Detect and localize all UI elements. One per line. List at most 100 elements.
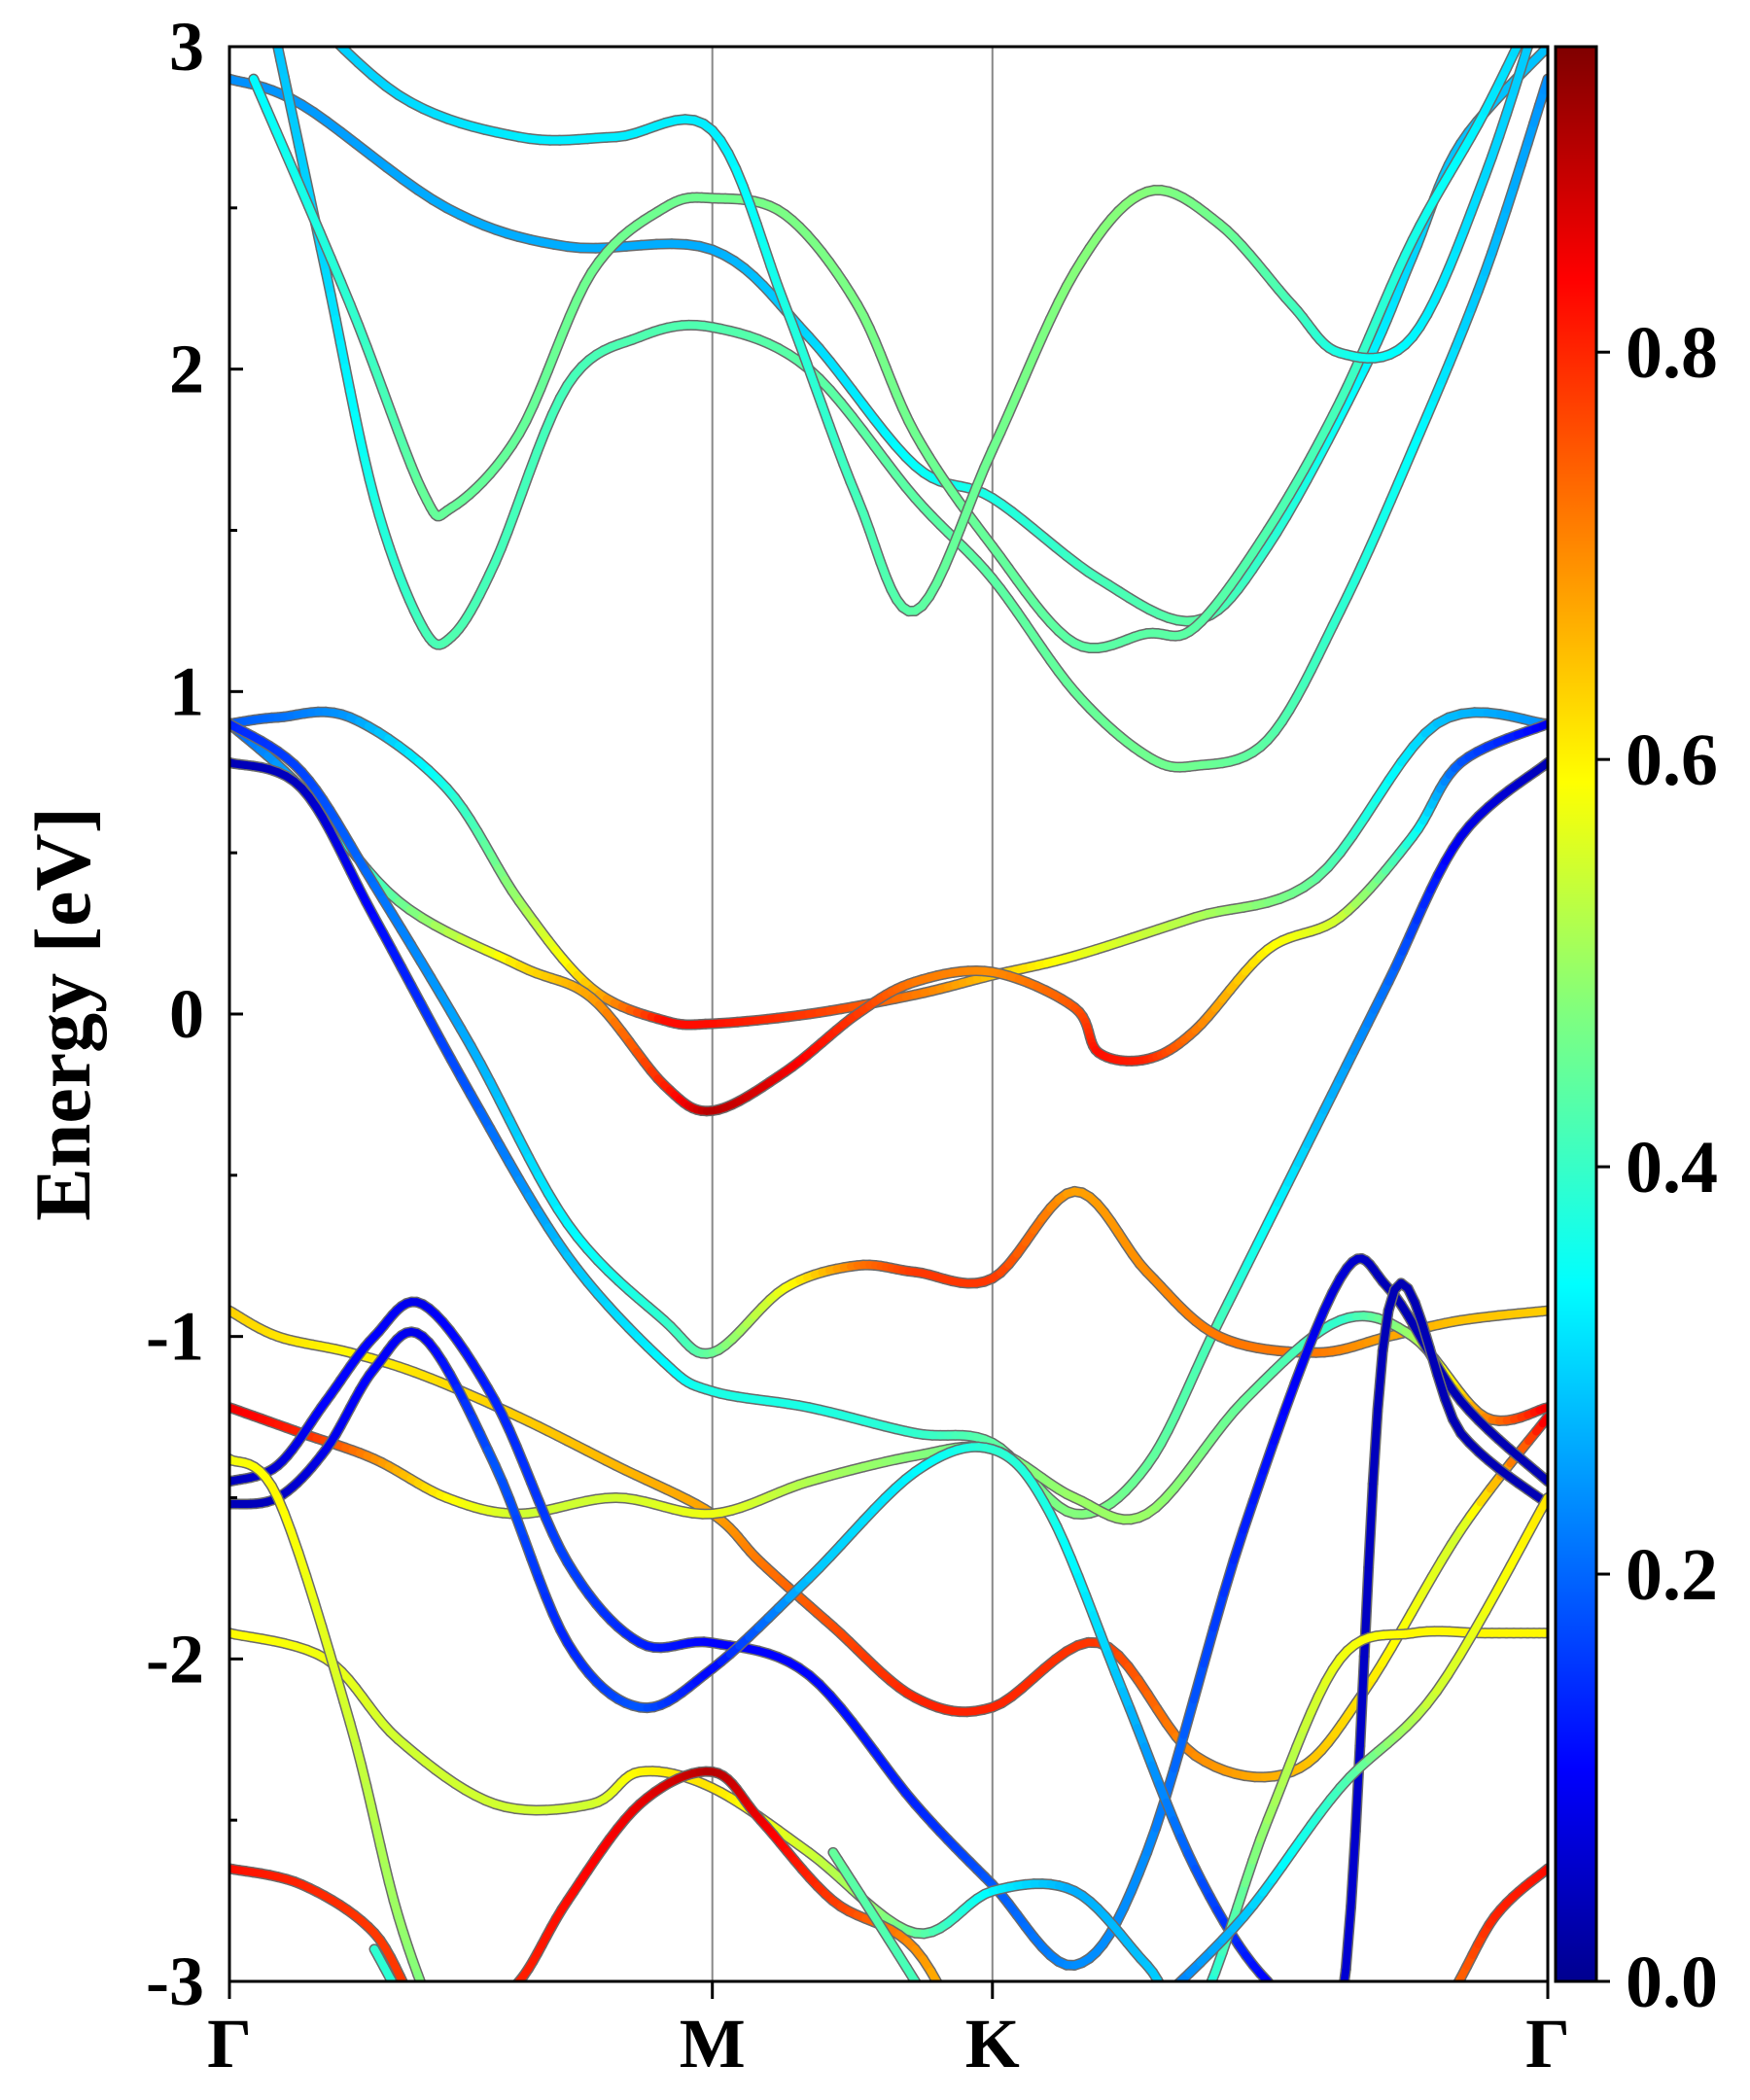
band-segment bbox=[1450, 1988, 1455, 1998]
band-segment-outline bbox=[1423, 2019, 1430, 2024]
band-segment bbox=[1437, 2007, 1444, 2013]
band-segment-outline bbox=[1394, 2034, 1402, 2036]
band-segment bbox=[1184, 2018, 1189, 2019]
band-segment bbox=[1495, 205, 1511, 236]
band-segment-outline bbox=[1263, 2088, 1270, 2092]
band-segment bbox=[954, 2014, 962, 2029]
band-segment bbox=[1170, 1731, 1188, 1773]
band-segment bbox=[1510, 47, 1522, 57]
band-segment-outline bbox=[438, 2023, 442, 2035]
band-segment bbox=[316, 228, 335, 262]
band-segment-outline bbox=[431, 2052, 438, 2066]
band-segment-outline bbox=[505, 1991, 509, 1995]
band-segment bbox=[1195, 2004, 1201, 2013]
band-segment-outline bbox=[1335, 2055, 1342, 2058]
band-v6 bbox=[229, 1311, 1548, 1525]
band-segment-outline bbox=[946, 2000, 954, 2014]
band-segment bbox=[1163, 1989, 1168, 1998]
band-segment-outline bbox=[1349, 2049, 1356, 2052]
band-segment-outline bbox=[490, 2003, 495, 2006]
band-segment-outline bbox=[457, 2069, 463, 2081]
band-segment-outline bbox=[463, 2081, 469, 2092]
band-segment-outline bbox=[1417, 2024, 1423, 2028]
band-segment bbox=[1433, 1370, 1450, 1403]
band-segment-outline bbox=[1443, 1998, 1449, 2007]
band-segment bbox=[1290, 1352, 1310, 1387]
band-segment-outline bbox=[447, 2020, 452, 2021]
band-segment-outline bbox=[451, 2018, 456, 2019]
band-segment bbox=[332, 315, 345, 347]
band-segment-outline bbox=[1534, 0, 1540, 12]
band-segment-outline bbox=[1270, 2085, 1277, 2089]
band-segment-outline bbox=[447, 2046, 452, 2057]
band-segment bbox=[1284, 2079, 1291, 2082]
band-segment-outline bbox=[1401, 2031, 1409, 2034]
band-segment bbox=[1233, 1879, 1249, 1911]
band-segment bbox=[1249, 1466, 1268, 1505]
band-segment bbox=[1280, 1379, 1299, 1417]
band-segment-outline bbox=[1292, 2075, 1299, 2078]
band-segment-outline bbox=[1202, 1990, 1208, 2004]
band-segment bbox=[1282, 2005, 1290, 2020]
band-segment-outline bbox=[1364, 2043, 1372, 2046]
band-segment-outline bbox=[1328, 2059, 1335, 2062]
band-segment-outline bbox=[1343, 2052, 1349, 2055]
band-segment bbox=[1342, 1903, 1355, 1974]
band-segment bbox=[1292, 2075, 1299, 2078]
band-segment-outline bbox=[1282, 2005, 1290, 2020]
band-segment bbox=[1298, 2036, 1306, 2048]
band-segment-outline bbox=[1379, 2038, 1386, 2040]
band-segment-outline bbox=[1179, 2017, 1184, 2019]
band-segment bbox=[1340, 1965, 1350, 1981]
band-segment bbox=[418, 2009, 423, 2013]
band-segment-outline bbox=[317, 22, 331, 36]
band-segment-outline bbox=[305, 10, 318, 22]
band-segment bbox=[495, 1999, 500, 2002]
band-segment-outline bbox=[1284, 2079, 1291, 2082]
band-segment bbox=[1230, 1525, 1248, 1564]
band-segment bbox=[1521, 24, 1527, 39]
band-segment bbox=[295, 0, 305, 10]
band-segment bbox=[1386, 2036, 1394, 2038]
band-v10 bbox=[229, 1766, 1548, 2096]
band-segment bbox=[1379, 1307, 1393, 1355]
band-segment bbox=[1313, 2065, 1320, 2068]
band-segment bbox=[1301, 1328, 1319, 1361]
band-segment bbox=[927, 1967, 941, 1981]
band-segment bbox=[325, 1648, 341, 1682]
band-segment bbox=[1321, 2062, 1328, 2065]
band-segment bbox=[1263, 2088, 1270, 2092]
band-segment-outline bbox=[423, 2013, 428, 2017]
band-segment-outline bbox=[1278, 2082, 1284, 2085]
band-segment bbox=[442, 2035, 447, 2047]
band-segment-outline bbox=[398, 1993, 405, 2008]
band-segment-outline bbox=[1009, 2091, 1018, 2096]
band-segment bbox=[1179, 2017, 1184, 2019]
band-segment bbox=[341, 363, 355, 396]
band-segment bbox=[293, 176, 313, 211]
band-segment bbox=[485, 2006, 490, 2009]
band-segment bbox=[490, 2003, 495, 2006]
band-segment-outline bbox=[480, 2008, 485, 2010]
band-segment bbox=[1202, 1990, 1208, 2004]
band-segment bbox=[1200, 1624, 1218, 1668]
band-segment bbox=[1320, 2055, 1327, 2060]
band-segment bbox=[475, 2010, 480, 2012]
band-segment-outline bbox=[1312, 2057, 1319, 2060]
band-segment bbox=[439, 2066, 447, 2079]
band-segment bbox=[1357, 2046, 1364, 2048]
band-segment-outline bbox=[1299, 2072, 1306, 2075]
band-segment-outline bbox=[1334, 2013, 1340, 2041]
band-segment bbox=[1394, 2034, 1402, 2036]
band-segment-outline bbox=[934, 1979, 943, 1981]
band-segment bbox=[505, 1991, 509, 1995]
band-segment bbox=[1167, 1998, 1171, 2006]
band-segment bbox=[1355, 1652, 1369, 1750]
band-segment-outline bbox=[1357, 2046, 1364, 2048]
band-v8 bbox=[229, 1278, 1548, 2060]
band-segment-outline bbox=[406, 2008, 415, 2023]
band-segment bbox=[301, 1572, 318, 1605]
band-segment bbox=[317, 1622, 333, 1657]
band-segment bbox=[433, 2019, 438, 2020]
band-segment bbox=[466, 2013, 471, 2015]
